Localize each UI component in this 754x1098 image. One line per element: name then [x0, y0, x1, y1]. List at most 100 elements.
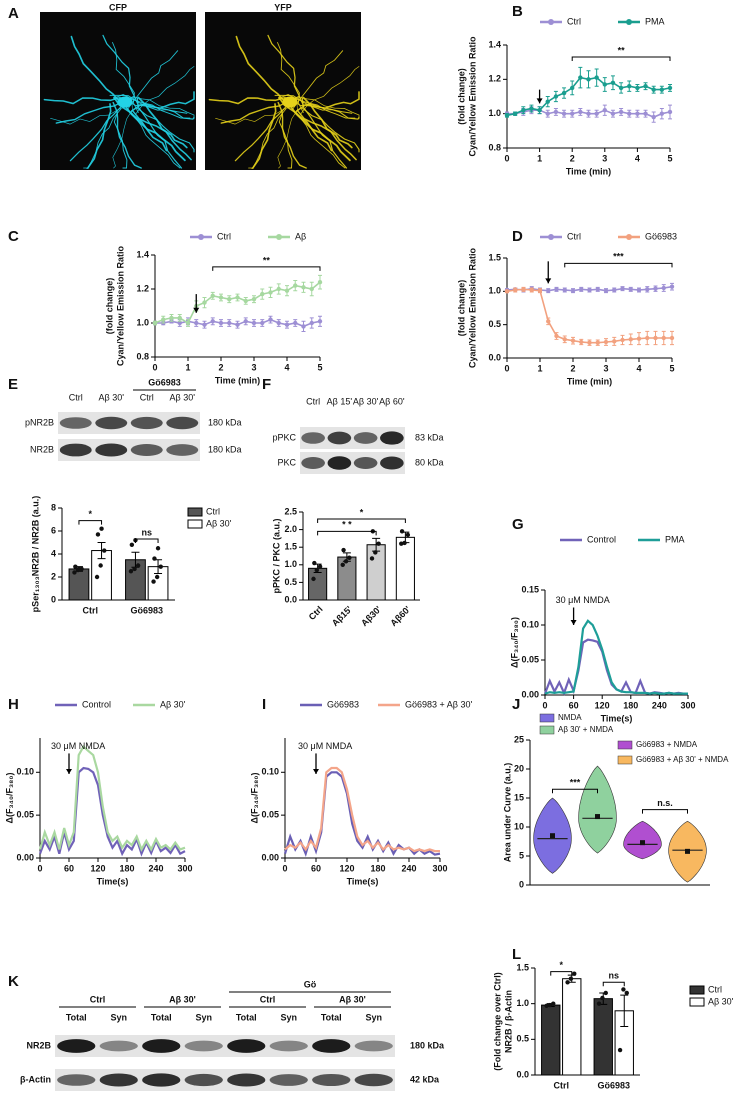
blot-membrane	[55, 1069, 395, 1091]
series-marker	[643, 111, 648, 116]
blot-band	[59, 417, 92, 429]
lane-label: Syn	[365, 1012, 382, 1022]
legend-label: Control	[587, 534, 616, 544]
panel-label: K	[8, 973, 19, 990]
legend-swatch	[187, 507, 203, 517]
bar	[395, 536, 415, 601]
series-marker	[612, 287, 617, 293]
legend-label: Ctrl	[708, 984, 722, 994]
series-marker	[561, 90, 567, 96]
x-axis-label: Time(s)	[347, 876, 379, 886]
blot-band	[353, 432, 378, 444]
blot-band	[142, 1073, 181, 1087]
neurite	[112, 42, 139, 113]
blot-membrane	[58, 412, 200, 434]
legend-label: Gö6983 + Aβ 30' + NMDA	[636, 755, 729, 764]
blot-band	[166, 444, 199, 456]
blot-band	[57, 1039, 96, 1053]
row-label: PKC	[277, 457, 296, 467]
neurite	[278, 93, 356, 119]
data-point	[402, 540, 407, 546]
panel-label: B	[512, 3, 523, 20]
series-marker	[554, 287, 559, 292]
data-point	[98, 563, 103, 568]
series-marker	[562, 337, 567, 342]
series-marker	[618, 85, 624, 91]
significance-label: ns	[608, 971, 619, 981]
y-tick-label: 0	[51, 594, 56, 604]
significance-bracket	[552, 788, 598, 794]
legend-label: PMA	[645, 16, 665, 26]
neurite	[133, 96, 195, 120]
x-axis-label: Time(s)	[97, 876, 129, 886]
x-tick-label: 0	[504, 153, 509, 163]
condition-label: Ctrl	[260, 994, 276, 1004]
series-marker	[284, 322, 290, 327]
data-point	[544, 1003, 549, 1009]
significance-label: *	[360, 507, 364, 517]
series-marker	[578, 109, 583, 115]
series-marker	[227, 320, 232, 326]
series-marker	[561, 111, 567, 116]
data-point	[73, 564, 78, 569]
series-marker	[570, 288, 576, 293]
image-title: YFP	[274, 2, 292, 12]
series-marker	[610, 111, 616, 116]
neurite	[267, 34, 305, 107]
data-point	[135, 563, 141, 568]
data-point	[129, 542, 135, 547]
series-marker	[635, 111, 640, 116]
blot-membrane	[300, 452, 405, 474]
x-tick-label: 4	[636, 363, 641, 373]
series-marker	[587, 287, 592, 293]
series-marker	[301, 324, 306, 329]
y-axis-label: (fold change)	[456, 280, 466, 337]
y-tick-label: 2	[51, 571, 56, 581]
series-marker	[293, 320, 298, 326]
series-marker	[553, 94, 559, 99]
x-tick-label: 180	[119, 863, 134, 873]
series-marker	[177, 320, 182, 326]
neurite	[278, 96, 333, 152]
series-marker	[317, 319, 323, 324]
x-tick-label: 60	[64, 863, 74, 873]
series-marker	[227, 297, 232, 302]
series-marker	[169, 315, 174, 321]
y-tick-label: 25	[514, 734, 524, 744]
neurite	[235, 35, 288, 105]
lane-label: Total	[151, 1012, 172, 1022]
series-marker	[243, 319, 248, 324]
x-tick-label: 5	[667, 153, 672, 163]
mean-marker	[640, 840, 645, 846]
y-tick-label: 0.5	[284, 577, 297, 587]
significance-bracket	[212, 266, 321, 271]
series-line	[38, 744, 186, 852]
x-tick-label: 1	[537, 153, 542, 163]
series-marker	[645, 335, 650, 341]
neurite	[126, 50, 179, 110]
series-marker	[579, 339, 584, 345]
series-marker	[554, 333, 559, 339]
blot-band	[301, 457, 325, 469]
data-point	[369, 556, 375, 561]
y-tick-label: 1.0	[136, 317, 149, 327]
y-axis-label: Δ(F₃₄₀/F₃₈₀)	[509, 617, 519, 668]
significance-bracket	[317, 518, 406, 524]
neurite	[248, 108, 287, 169]
series-marker	[301, 285, 306, 290]
data-point	[596, 1001, 602, 1006]
series-marker	[661, 285, 666, 291]
x-tick-label: 120	[339, 863, 354, 873]
data-point	[621, 987, 626, 992]
neurite	[43, 96, 121, 105]
significance-label: ns	[141, 527, 152, 537]
series-marker	[628, 287, 633, 292]
significance-bracket	[564, 262, 673, 268]
y-tick-label: 1.0	[488, 108, 501, 118]
series-marker	[317, 280, 323, 285]
y-axis-label: pSer₁₃₀₃NR2B / NR2B (a.u.)	[30, 496, 40, 613]
panel-label: G	[512, 516, 524, 533]
legend-marker	[276, 234, 282, 240]
y-tick-label: 0.05	[16, 810, 34, 820]
series-marker	[602, 82, 607, 87]
